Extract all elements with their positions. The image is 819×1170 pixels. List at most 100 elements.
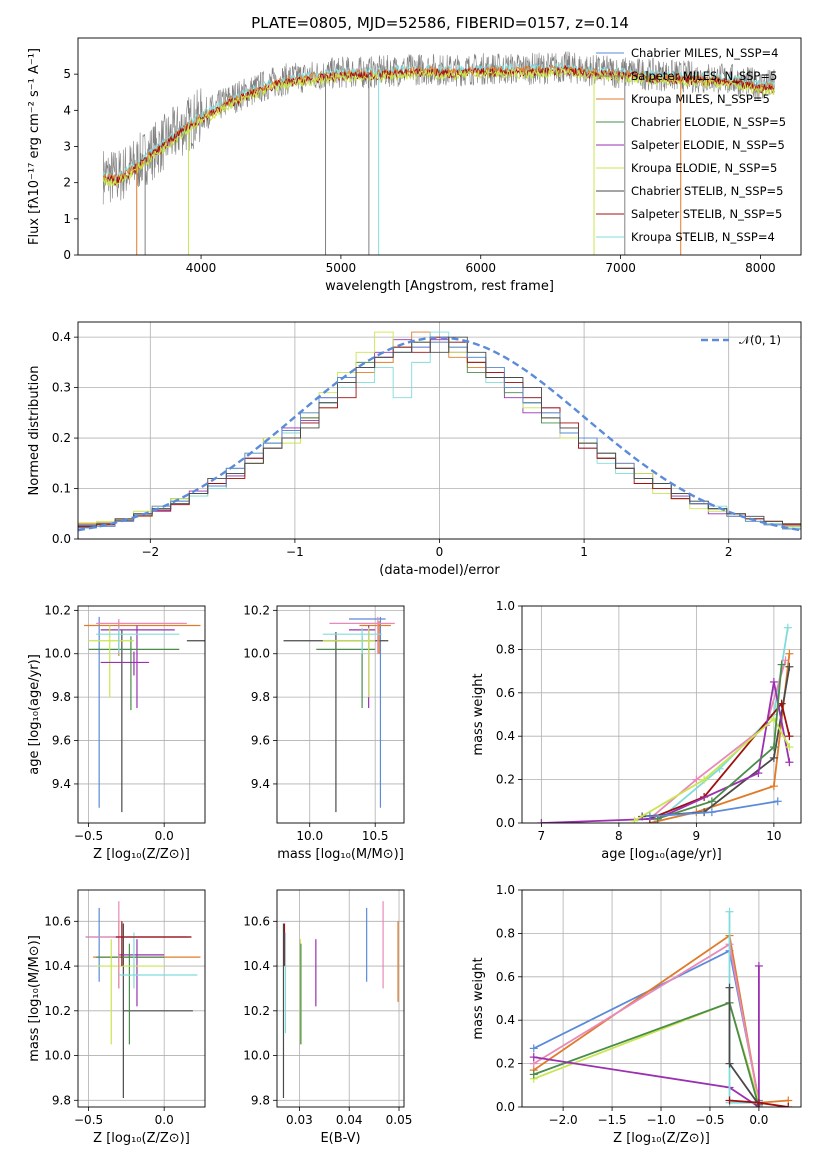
x-tick-label: 0.0 — [155, 1113, 174, 1127]
y-tick-label: 0.4 — [496, 1013, 515, 1027]
y-axis-label: age [log₁₀(age/yr)] — [27, 654, 42, 775]
plot-area — [78, 331, 801, 539]
data-spectrum-line — [102, 51, 775, 205]
legend-entry: Chabrier STELIB, N_SSP=5 — [631, 184, 783, 198]
plot-area — [537, 623, 794, 823]
y-tick-label: 0.0 — [496, 816, 515, 830]
y-tick-label: 10.2 — [243, 603, 270, 617]
plot-area — [85, 901, 201, 1099]
x-tick-label: 4000 — [186, 261, 217, 275]
y-tick-label: 10.4 — [243, 959, 270, 973]
legend-entry: Kroupa STELIB, N_SSP=4 — [631, 230, 775, 244]
y-tick-label: 10.2 — [44, 603, 71, 617]
x-axis-label: Z [log₁₀(Z/Z⊙)] — [93, 847, 190, 862]
legend-entry: Chabrier MILES, N_SSP=4 — [631, 46, 778, 60]
y-tick-label: 9.8 — [52, 1093, 71, 1107]
y-tick-label: 0.8 — [496, 926, 515, 940]
plot-area — [84, 616, 205, 813]
y-tick-label: 5 — [63, 67, 71, 81]
weight-vs-metallicity-panel: −2.0 −1.5 −1.0 −0.5 0.0 0.0 0.2 0.4 0.6 0.8 1.0 Z [… — [471, 883, 802, 1146]
mass-vs-ebv-panel: 0.03 0.04 0.05 9.8 10.0 10.2 10.4 10.6 E(B-V) — [243, 889, 413, 1146]
x-tick-label: 8000 — [745, 261, 776, 275]
x-tick-label: 0 — [436, 545, 444, 559]
axes-frame — [77, 321, 802, 540]
x-tick-label: −1.5 — [597, 1113, 626, 1127]
y-tick-label: 1.0 — [496, 883, 515, 897]
x-tick-label: 6000 — [465, 261, 496, 275]
x-tick-label: 0.05 — [386, 1113, 413, 1127]
plot-area — [282, 901, 399, 1099]
x-tick-label: 0.0 — [155, 829, 174, 843]
x-tick-label: −2.0 — [549, 1113, 578, 1127]
x-tick-label: 0.03 — [286, 1113, 313, 1127]
y-tick-label: 10.0 — [44, 647, 71, 661]
x-tick-label: 0.04 — [336, 1113, 363, 1127]
y-tick-label: 0.2 — [52, 431, 71, 445]
y-tick-label: 1 — [63, 212, 71, 226]
x-axis-label: Z [log₁₀(Z/Z⊙)] — [613, 1131, 710, 1146]
plot-area — [102, 51, 775, 255]
y-axis-label: mass weight — [471, 673, 486, 755]
x-tick-label: 7000 — [605, 261, 636, 275]
x-tick-label: 10.5 — [362, 829, 389, 843]
weight-series-line — [533, 966, 760, 1107]
weight-series-line — [533, 1001, 760, 1107]
x-tick-label: 0.0 — [749, 1113, 768, 1127]
y-tick-label: 0 — [63, 248, 71, 262]
y-tick-label: 9.6 — [251, 734, 270, 748]
axes-frame — [276, 605, 405, 824]
y-tick-label: 10.0 — [243, 647, 270, 661]
y-tick-label: 0.1 — [52, 482, 71, 496]
y-axis-label: Normed distribution — [27, 366, 42, 496]
axes-frame — [77, 605, 206, 824]
y-tick-label: 0.8 — [496, 642, 515, 656]
legend-entry: Kroupa ELODIE, N_SSP=5 — [631, 161, 777, 175]
x-tick-label: −1 — [286, 545, 304, 559]
x-tick-label: 5000 — [326, 261, 357, 275]
x-tick-label: 2 — [725, 545, 733, 559]
x-axis-label: wavelength [Angstrom, rest frame] — [325, 279, 554, 294]
plot-area — [529, 907, 793, 1107]
x-tick-label: 7 — [538, 829, 546, 843]
x-axis-label: Z [log₁₀(Z/Z⊙)] — [93, 1131, 190, 1146]
y-tick-label: 3 — [63, 140, 71, 154]
y-tick-label: 9.6 — [52, 734, 71, 748]
y-tick-label: 10.0 — [243, 1049, 270, 1063]
model-spectrum-line — [102, 67, 775, 187]
model-spectrum-line — [102, 62, 775, 181]
weight-series-line — [633, 717, 791, 822]
y-tick-label: 0.3 — [52, 381, 71, 395]
y-tick-label: 2 — [63, 176, 71, 190]
x-tick-label: 10.0 — [296, 829, 323, 843]
y-tick-label: 10.2 — [243, 1004, 270, 1018]
weight-series-line — [642, 666, 791, 818]
y-tick-label: 0.4 — [52, 330, 71, 344]
x-axis-label: E(B-V) — [320, 1131, 360, 1146]
axes-frame — [521, 889, 802, 1108]
y-tick-label: 9.8 — [52, 690, 71, 704]
axes-frame — [276, 889, 405, 1108]
mass-vs-metallicity-panel: −0.5 0.0 9.8 10.0 10.2 10.4 10.6 Z [log₁₀(Z/Z⊙)… — [27, 889, 206, 1146]
y-tick-label: 0.0 — [52, 532, 71, 546]
normal-curve-line — [78, 336, 801, 532]
weight-series-line — [649, 701, 791, 820]
x-tick-label: 1 — [580, 545, 588, 559]
x-tick-label: 10 — [766, 829, 781, 843]
y-tick-label: 9.8 — [251, 1093, 270, 1107]
x-axis-label: (data-model)/error — [379, 563, 500, 578]
weight-series-line — [533, 949, 760, 1101]
y-tick-label: 10.0 — [44, 1049, 71, 1063]
x-tick-label: −0.5 — [695, 1113, 724, 1127]
x-tick-label: 9 — [693, 829, 701, 843]
axes-frame — [77, 889, 206, 1108]
x-tick-label: −1.0 — [646, 1113, 675, 1127]
y-tick-label: 9.4 — [251, 777, 270, 791]
weight-series-line — [649, 653, 791, 823]
x-tick-label: −0.5 — [74, 1113, 103, 1127]
y-tick-label: 0.0 — [496, 1100, 515, 1114]
y-tick-label: 9.8 — [251, 690, 270, 704]
legend-entry: Salpeter ELODIE, N_SSP=5 — [631, 138, 785, 152]
weight-vs-age-panel: 7 8 9 10 0.0 0.2 0.4 0.6 0.8 1.0 age [log₁₀(age/yr… — [471, 599, 802, 862]
legend-entry: Salpeter STELIB, N_SSP=5 — [631, 207, 782, 221]
